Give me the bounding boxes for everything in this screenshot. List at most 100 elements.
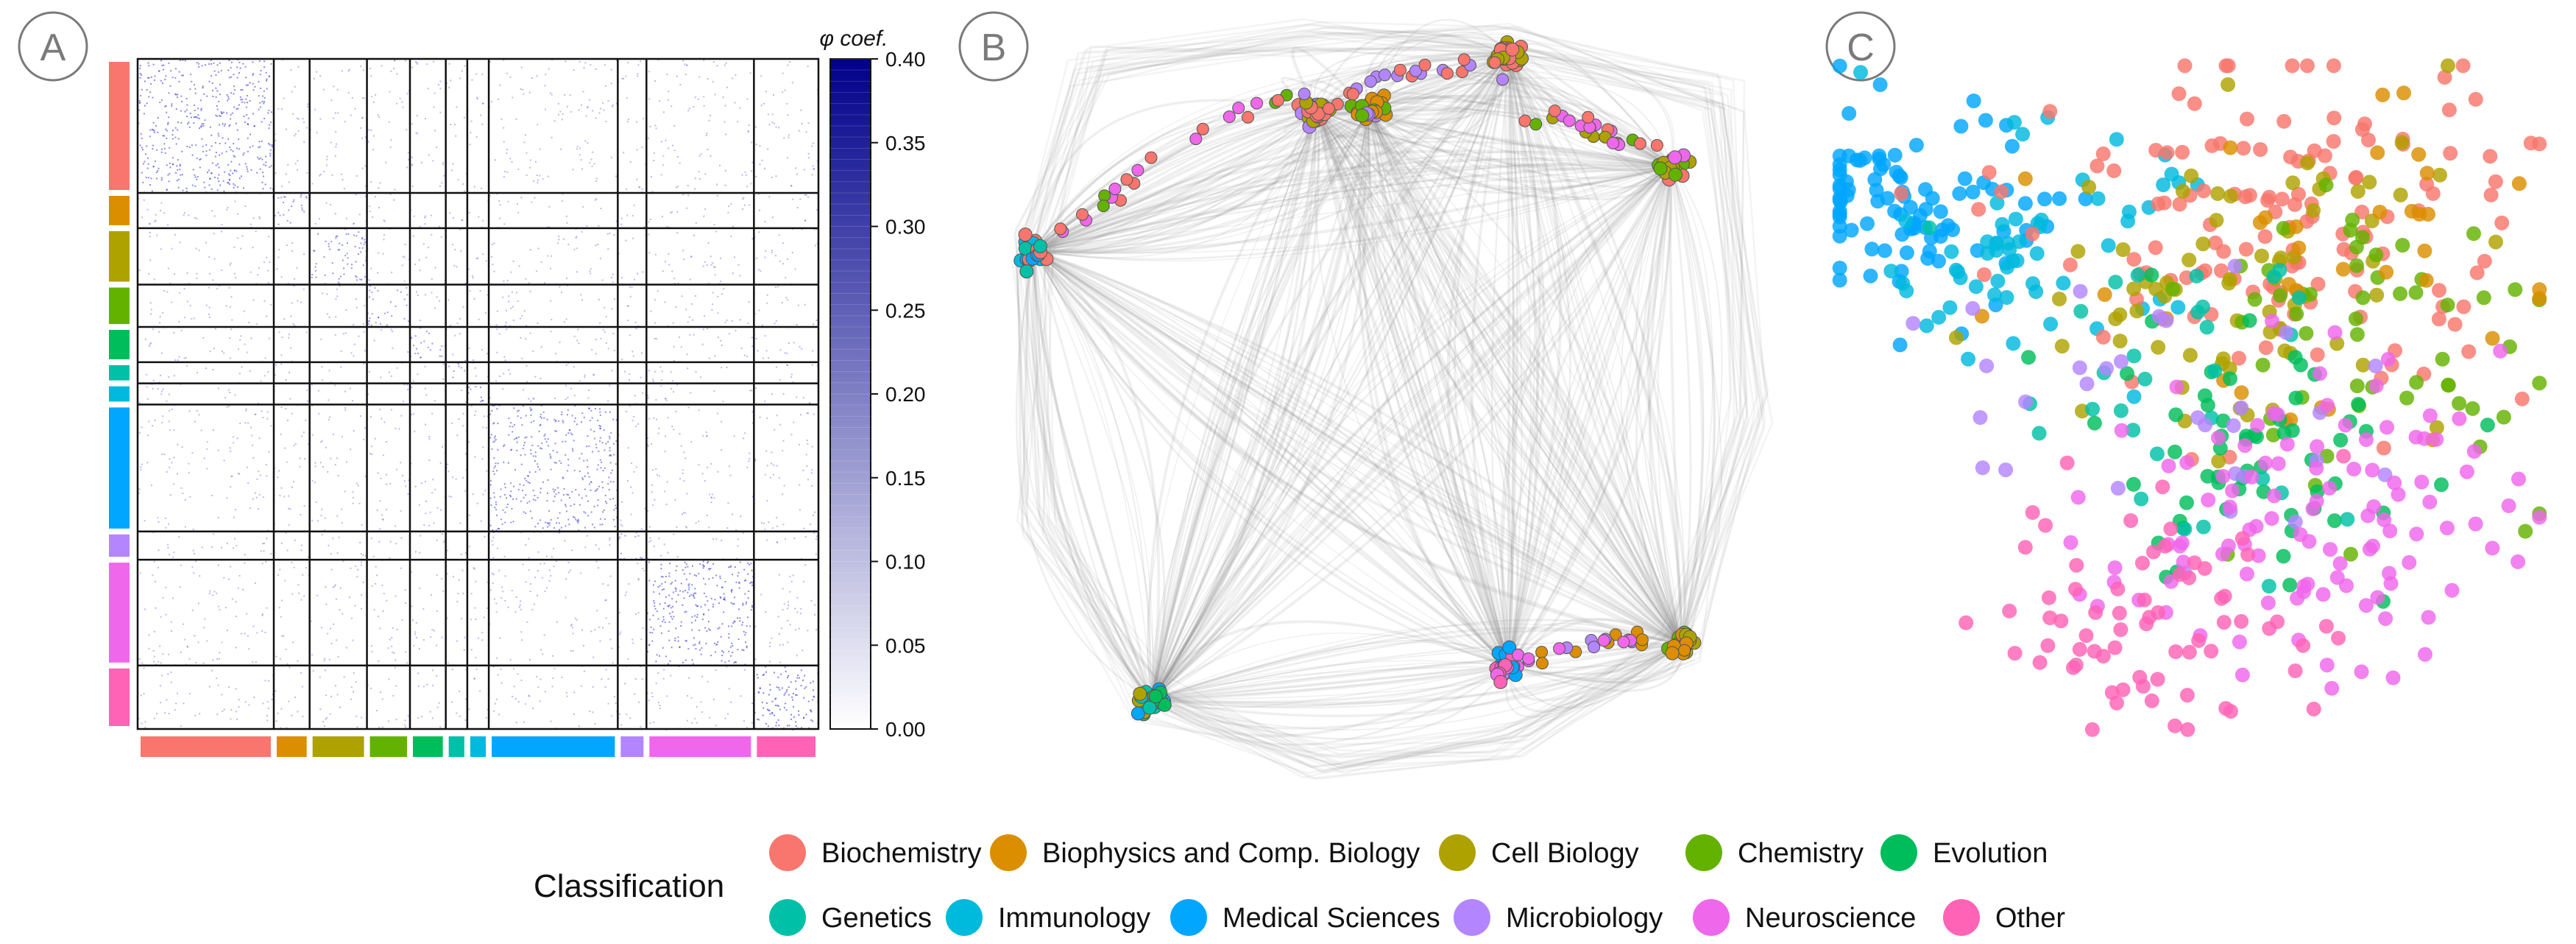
heatmap-cell: [632, 237, 634, 239]
heatmap-cell: [651, 191, 654, 193]
heatmap-cell: [389, 146, 392, 148]
heatmap-cell: [609, 481, 612, 483]
heatmap-cell: [168, 653, 170, 655]
network-edge: [1368, 110, 1510, 667]
heatmap-cell: [778, 687, 780, 689]
heatmap-cell: [355, 235, 358, 237]
heatmap-cell: [326, 158, 328, 161]
heatmap-cell: [757, 718, 759, 720]
heatmap-cell: [269, 187, 272, 189]
heatmap-cell: [222, 710, 224, 712]
heatmap-cell: [361, 561, 363, 563]
heatmap-cell: [177, 443, 179, 445]
heatmap-cell: [258, 216, 261, 218]
network-edge: [1151, 643, 1682, 730]
heatmap-cell: [169, 429, 171, 432]
heatmap-cell: [418, 259, 420, 261]
heatmap-cell: [703, 566, 705, 568]
heatmap-cell: [404, 244, 406, 245]
heatmap-cell: [148, 77, 150, 79]
heatmap-cell: [598, 425, 601, 427]
heatmap-cell: [473, 186, 475, 188]
heatmap-cell: [735, 557, 737, 560]
heatmap-cell: [587, 142, 589, 144]
heatmap-cell: [237, 108, 239, 110]
heatmap-cell: [609, 447, 611, 449]
panel-letter-b: B: [981, 27, 1007, 69]
heatmap-cell: [551, 136, 553, 138]
heatmap-cell: [472, 493, 474, 496]
heatmap-cell: [247, 150, 249, 152]
heatmap-cell: [424, 481, 426, 482]
heatmap-cell: [682, 569, 684, 571]
heatmap-cell: [732, 645, 734, 647]
heatmap-cell: [576, 619, 578, 621]
heatmap-cell: [544, 85, 546, 87]
heatmap-cell: [510, 422, 512, 424]
heatmap-cell: [236, 129, 238, 131]
heatmap-cell: [244, 701, 247, 703]
heatmap-cell: [342, 259, 344, 261]
heatmap-cell: [218, 658, 220, 660]
heatmap-cell: [266, 607, 268, 609]
heatmap-cell: [425, 331, 428, 333]
heatmap-cell: [711, 309, 713, 311]
heatmap-cell: [350, 617, 353, 619]
heatmap-cell: [174, 127, 177, 129]
heatmap-cell: [441, 355, 443, 357]
heatmap-cell: [326, 716, 328, 719]
heatmap-cell: [378, 616, 380, 618]
heatmap-cell: [612, 662, 614, 664]
network-edge: [1033, 250, 1153, 700]
heatmap-cell: [319, 708, 322, 711]
heatmap-cell: [185, 191, 188, 192]
network-edge: [1033, 250, 1154, 700]
network-edge: [1033, 250, 1153, 700]
heatmap-cell: [385, 161, 387, 163]
heatmap-cell: [219, 115, 222, 117]
heatmap-cell: [795, 721, 797, 723]
heatmap-cell: [493, 710, 495, 712]
heatmap-cell: [247, 117, 250, 119]
heatmap-cell: [520, 317, 521, 320]
heatmap-cell: [686, 64, 688, 66]
heatmap-cell: [247, 137, 249, 139]
heatmap-cell: [670, 616, 672, 618]
network-edge: [1020, 250, 1153, 700]
network-edge: [1033, 163, 1671, 252]
heatmap-cell: [762, 674, 764, 676]
heatmap-cell: [771, 393, 773, 395]
network-node: [1232, 102, 1245, 115]
heatmap-cell: [216, 115, 219, 117]
heatmap-cell: [433, 106, 435, 108]
heatmap-cell: [453, 124, 456, 126]
heatmap-cell: [557, 487, 559, 489]
heatmap-cell: [748, 460, 750, 462]
heatmap-cell: [737, 538, 739, 540]
heatmap-cell: [262, 496, 264, 499]
heatmap-cell: [708, 621, 710, 623]
heatmap-cell: [379, 528, 381, 530]
heatmap-cell: [255, 323, 258, 325]
heatmap-cell: [380, 477, 382, 479]
heatmap-cell: [453, 370, 455, 372]
network-edge: [1367, 110, 1683, 646]
heatmap-cell: [682, 512, 684, 514]
heatmap-cell: [325, 694, 327, 697]
network-edge: [1508, 54, 1523, 667]
network-edge: [1368, 110, 1510, 667]
heatmap-cell: [202, 87, 204, 89]
heatmap-cell: [406, 129, 408, 131]
heatmap-cell: [319, 676, 321, 678]
heatmap-cell: [766, 465, 768, 467]
heatmap-cell: [380, 323, 381, 325]
heatmap-cell: [521, 314, 523, 317]
heatmap-cell: [328, 370, 330, 372]
heatmap-cell: [463, 649, 465, 651]
heatmap-cell: [508, 300, 510, 303]
heatmap-cell: [635, 613, 637, 615]
network-edge: [1507, 54, 1683, 645]
heatmap-cell: [468, 348, 470, 349]
network-edge: [1033, 250, 1153, 700]
heatmap-cell: [481, 458, 484, 460]
